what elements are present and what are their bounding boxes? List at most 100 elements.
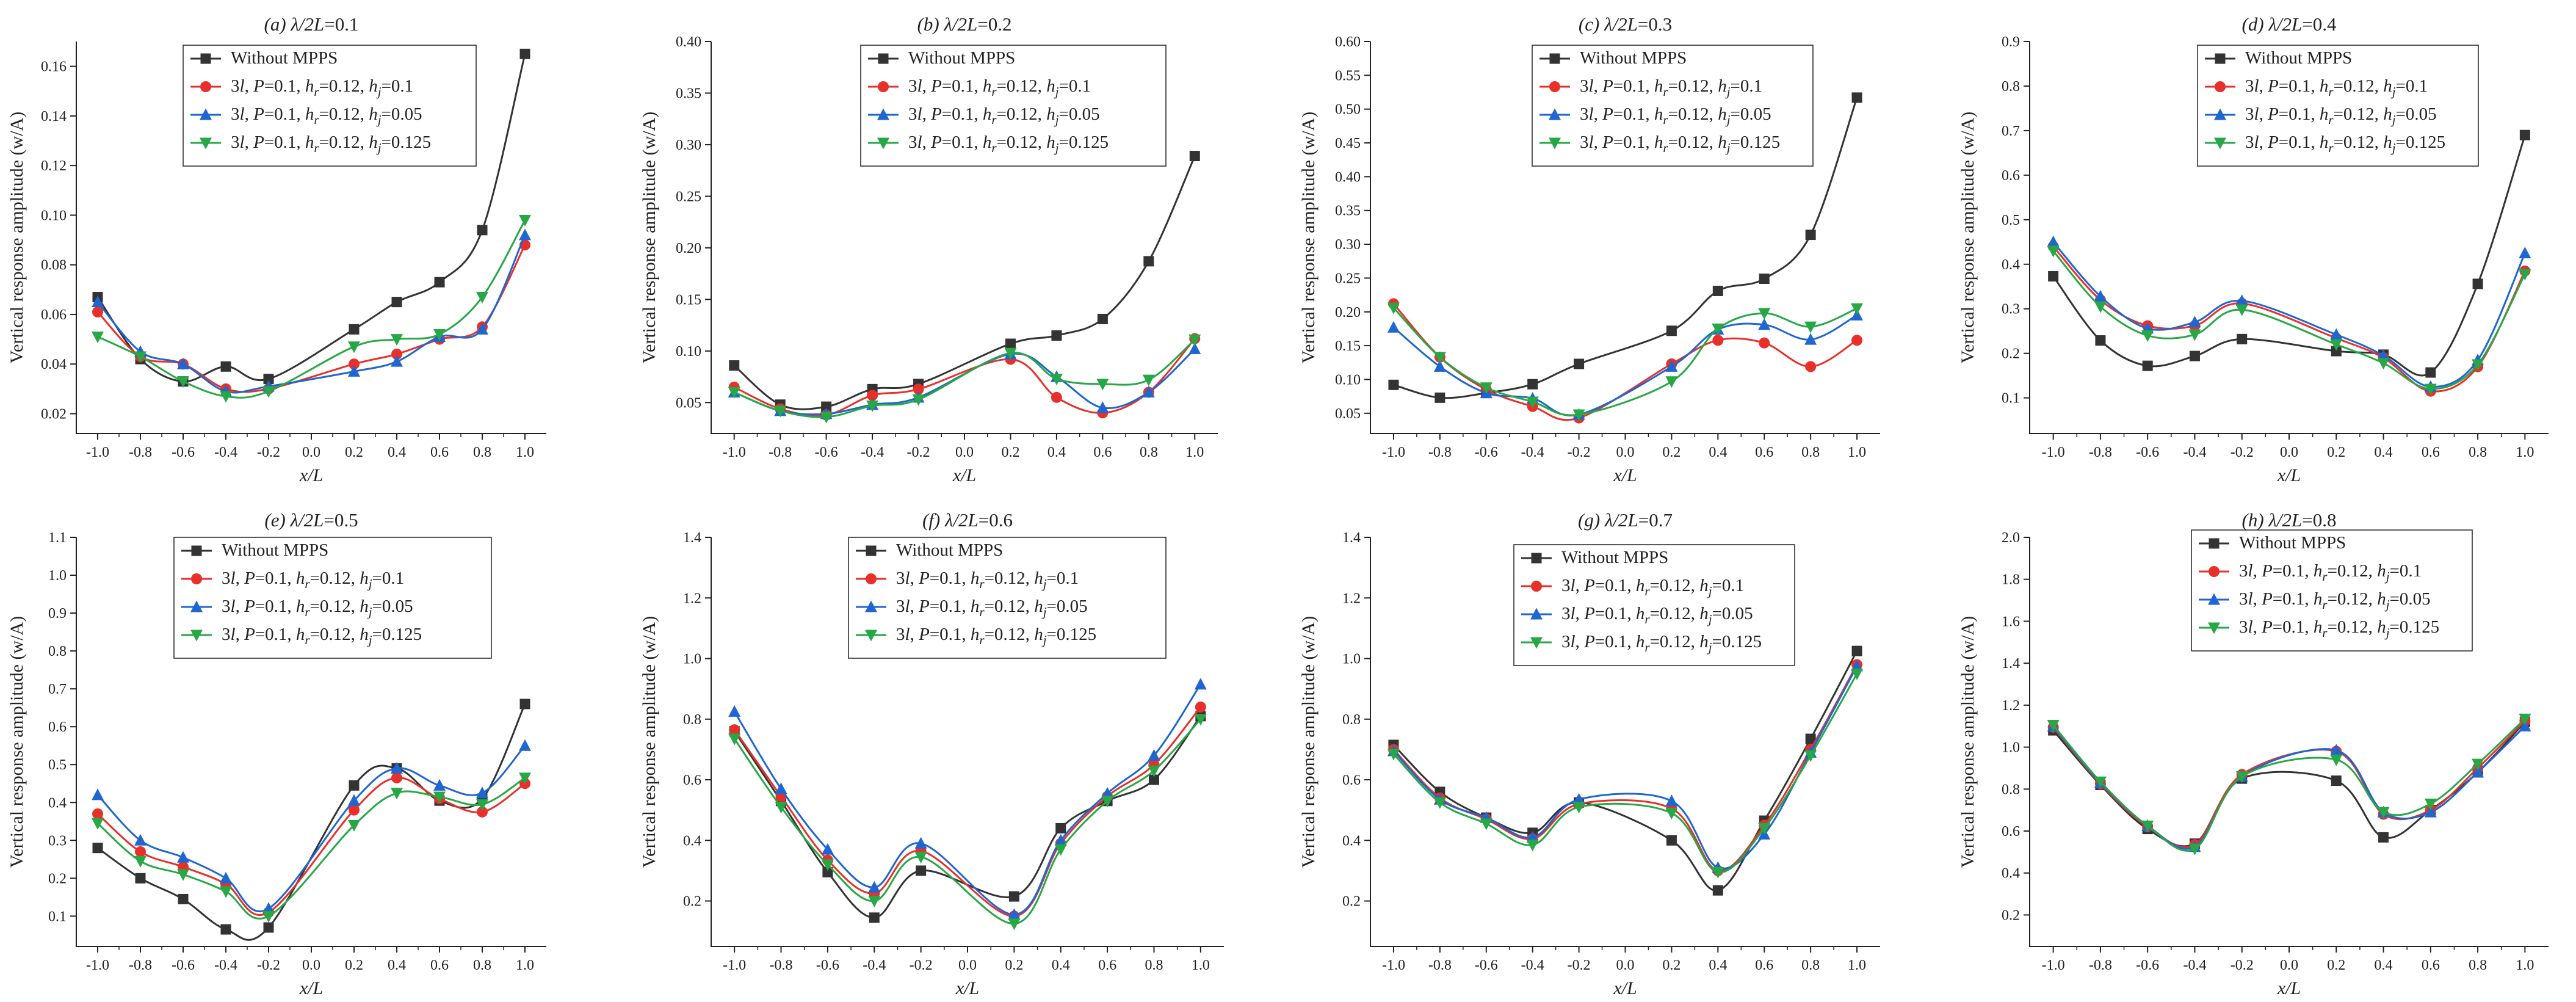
data-point — [177, 869, 189, 881]
x-tick-label: -0.4 — [1521, 445, 1544, 460]
y-tick-label: 0.4 — [683, 833, 701, 849]
legend-label: Without MPPS — [896, 540, 1003, 560]
legend-box — [848, 537, 1167, 659]
data-point — [391, 334, 403, 346]
data-point — [2235, 771, 2248, 783]
y-tick-label: 0.8 — [2002, 79, 2020, 95]
data-point — [1004, 347, 1017, 360]
y-tick-label: 0.50 — [1335, 102, 1361, 118]
data-point — [1572, 802, 1585, 814]
x-tick-label: -0.8 — [769, 445, 792, 460]
x-tick-label: -0.8 — [770, 957, 793, 973]
legend-label: Without MPPS — [2245, 48, 2352, 68]
data-point — [477, 225, 488, 236]
y-tick-label: 0.20 — [1335, 305, 1361, 321]
data-point — [1142, 385, 1155, 398]
chart-panel-a: -1.0 -0.8 -0.6 -0.4 -0.2 0.0 0.2 0.4 0.6 0.8 1.0 0.… — [7, 13, 546, 485]
data-point — [1387, 749, 1400, 761]
x-tick-label: 0.0 — [2280, 957, 2298, 973]
data-point — [1665, 808, 1678, 820]
legend-label: 3l, P=0.1, hr=0.12, hj=0.1 — [896, 568, 1079, 591]
data-point — [2188, 329, 2201, 341]
series-2 — [2047, 235, 2531, 392]
data-point — [178, 893, 189, 904]
y-tick-label: 0.12 — [41, 158, 67, 174]
data-point — [177, 851, 189, 863]
y-tick-label: 0.9 — [2002, 34, 2020, 50]
legend-box — [2191, 529, 2473, 652]
data-point — [1387, 302, 1400, 314]
y-tick-label: 1.1 — [48, 530, 67, 546]
legend-label: 3l, P=0.1, hr=0.12, hj=0.125 — [2239, 617, 2439, 640]
chart-panel-h: -1.0 -0.8 -0.6 -0.4 -0.2 0.0 0.2 0.4 0.6 0.8 1.0 0.… — [1958, 509, 2549, 998]
series-line — [733, 706, 1201, 917]
data-point — [519, 772, 531, 785]
data-point — [220, 391, 232, 403]
data-point — [1666, 325, 1677, 336]
y-axis-title: Vertical response amplitude (w/A) — [639, 616, 659, 868]
legend-label: 3l, P=0.1, hr=0.12, hj=0.1 — [2245, 76, 2428, 99]
legend-swatch-marker — [1531, 581, 1542, 592]
data-point — [134, 351, 147, 363]
series-line — [1392, 673, 1858, 873]
series-2 — [1387, 308, 1864, 420]
x-tick-label: 0.0 — [302, 957, 320, 973]
y-tick-label: 0.02 — [41, 406, 67, 422]
x-tick-label: -1.0 — [86, 957, 109, 973]
data-point — [2047, 235, 2060, 247]
x-tick-label: -0.4 — [2183, 957, 2206, 973]
series-line — [96, 745, 526, 913]
data-point — [348, 341, 360, 354]
x-tick-label: 0.2 — [1005, 957, 1023, 973]
data-point — [868, 896, 881, 908]
data-point — [1759, 337, 1770, 349]
data-point — [1435, 392, 1445, 403]
legend-swatch-marker — [2208, 593, 2220, 605]
x-tick-label: 0.6 — [430, 957, 449, 973]
data-point — [1142, 374, 1155, 387]
data-point — [914, 837, 927, 849]
legend-label: 3l, P=0.1, hr=0.12, hj=0.05 — [2245, 104, 2437, 127]
x-tick-label: 0.6 — [2422, 957, 2440, 973]
x-tick-label: -0.8 — [129, 957, 152, 973]
data-point — [2047, 720, 2060, 732]
data-point — [2330, 328, 2343, 340]
y-tick-label: 1.0 — [2002, 740, 2020, 756]
x-tick-label: -0.4 — [214, 957, 237, 973]
x-tick-label: 0.0 — [2280, 445, 2298, 460]
legend-label: Without MPPS — [222, 540, 328, 560]
legend-swatch-marker — [191, 545, 202, 556]
legend-label: Without MPPS — [908, 48, 1015, 68]
x-tick-label: 0.6 — [1098, 957, 1116, 973]
y-tick-label: 1.0 — [683, 652, 701, 667]
y-tick-label: 0.2 — [683, 894, 701, 910]
x-tick-label: 0.2 — [345, 445, 363, 460]
legend-label: 3l, P=0.1, hr=0.12, hj=0.1 — [908, 76, 1091, 99]
data-point — [1851, 303, 1864, 315]
x-tick-label: 0.4 — [1047, 445, 1066, 460]
legend-label: 3l, P=0.1, hr=0.12, hj=0.05 — [231, 104, 422, 127]
data-point — [2094, 301, 2107, 313]
data-point — [348, 365, 360, 377]
y-tick-label: 1.4 — [1342, 530, 1361, 546]
data-point — [2141, 820, 2154, 832]
y-axis-title: Vertical response amplitude (w/A) — [7, 616, 27, 868]
data-point — [2472, 766, 2484, 778]
x-tick-label: -0.4 — [863, 957, 886, 973]
x-tick-label: 0.8 — [473, 957, 491, 973]
legend-swatch-marker — [2209, 566, 2220, 577]
data-point — [263, 374, 274, 385]
data-point — [1804, 321, 1817, 333]
data-point — [1572, 793, 1585, 805]
y-tick-label: 0.60 — [1335, 34, 1361, 50]
legend-swatch-marker — [2214, 108, 2226, 120]
series-1 — [729, 701, 1206, 922]
y-tick-label: 0.06 — [41, 307, 67, 323]
y-axis-title: Vertical response amplitude (w/A) — [7, 112, 27, 363]
data-point — [1008, 918, 1021, 931]
data-point — [1526, 396, 1539, 408]
data-point — [1759, 274, 1770, 285]
legend-swatch-marker — [1531, 553, 1542, 564]
data-point — [434, 277, 445, 288]
